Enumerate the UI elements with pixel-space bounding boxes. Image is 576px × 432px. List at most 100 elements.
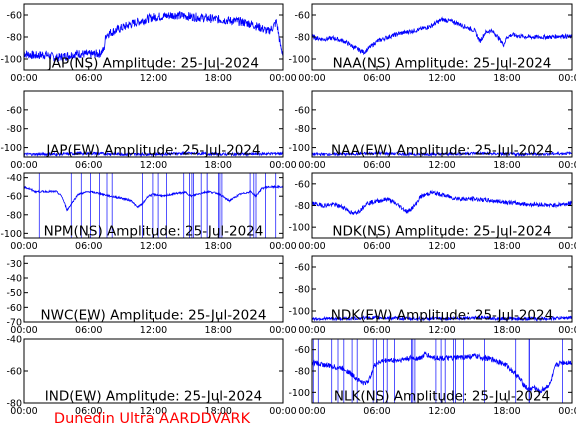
y-tick-label: -40 (6, 173, 22, 184)
panel-title: NAA(NS) Amplitude: 25-Jul-2024 (333, 56, 552, 72)
y-tick-label: -80 (6, 399, 22, 410)
x-tick-label: 00:00 (10, 325, 37, 336)
x-tick-label: 06:00 (363, 160, 390, 171)
x-tick-label: 12:00 (140, 160, 167, 171)
y-tick-label: -60 (6, 192, 22, 203)
y-tick-label: -70 (6, 318, 22, 329)
y-tick-label: -60 (294, 345, 310, 356)
y-tick-label: -100 (288, 307, 310, 318)
y-tick-label: -80 (6, 33, 22, 44)
y-tick-label: -60 (294, 105, 310, 116)
panel-3: -60 -80 -100 00:00 06:00 12:00 18:00 00:00 JAP(E… (0, 90, 297, 171)
y-tick-label: -100 (0, 143, 22, 154)
series-line (312, 16, 572, 56)
y-tick-label: -80 (294, 367, 310, 378)
x-tick-label: 18:00 (205, 241, 232, 252)
x-tick-label: 18:00 (205, 73, 232, 84)
x-tick-label: 12:00 (428, 241, 455, 252)
x-tick-label: 12:00 (140, 325, 167, 336)
y-tick-label: -80 (6, 210, 22, 221)
x-tick-label: 18:00 (205, 325, 232, 336)
x-tick-label: 00:00 (298, 241, 325, 252)
panel-8: -60 -80 -100 00:00 06:00 12:00 18:00 00:00 NDK(E… (288, 255, 576, 336)
x-tick-label: 18:00 (493, 73, 520, 84)
series-line (24, 184, 283, 212)
x-tick-label: 18:00 (493, 406, 520, 417)
x-tick-label: 06:00 (75, 73, 102, 84)
y-tick-label: -60 (6, 11, 22, 22)
y-tick-label: -100 (0, 229, 22, 240)
x-tick-label: 06:00 (363, 241, 390, 252)
y-tick-label: -40 (6, 335, 22, 346)
x-tick-label: 06:00 (75, 325, 102, 336)
x-tick-label: 00:00 (269, 160, 296, 171)
panel-6: -60 -80 -100 00:00 06:00 12:00 18:00 00:00 NDK(N… (288, 172, 576, 252)
y-tick-label: -100 (0, 55, 22, 66)
x-tick-label: 18:00 (493, 241, 520, 252)
panel-title: IND(EW) Amplitude: 25-Jul-2024 (45, 389, 263, 405)
x-tick-label: 00:00 (269, 73, 296, 84)
y-tick-label: -60 (294, 263, 310, 274)
series-spikes (38, 173, 277, 238)
panel-title: NPM(NS) Amplitude: 25-Jul-2024 (44, 224, 264, 240)
panel-title: JAP(EW) Amplitude: 25-Jul-2024 (45, 143, 260, 159)
panel-10: -60 -80 -100 00:00 06:00 12:00 18:00 00:00 NLK(N… (288, 338, 576, 417)
x-tick-label: 00:00 (10, 241, 37, 252)
x-tick-label: 00:00 (269, 241, 296, 252)
x-tick-label: 00:00 (558, 241, 576, 252)
x-tick-label: 06:00 (363, 73, 390, 84)
panel-title: NAA(EW) Amplitude: 25-Jul-2024 (331, 143, 553, 159)
y-tick-label: -60 (294, 11, 310, 22)
x-tick-label: 06:00 (75, 160, 102, 171)
series-line (312, 189, 572, 216)
y-tick-label: -40 (6, 274, 22, 285)
y-tick-label: -50 (6, 288, 22, 299)
series-line (312, 351, 572, 395)
x-tick-label: 12:00 (140, 241, 167, 252)
x-tick-label: 00:00 (298, 406, 325, 417)
x-tick-label: 00:00 (558, 325, 576, 336)
x-tick-label: 00:00 (558, 406, 576, 417)
y-tick-label: -30 (6, 259, 22, 270)
series-line (24, 11, 283, 63)
x-tick-label: 18:00 (493, 160, 520, 171)
x-tick-label: 00:00 (10, 406, 37, 417)
x-tick-label: 12:00 (428, 160, 455, 171)
footer-label: Dunedin Ultra AARDDVARK (54, 411, 251, 427)
x-tick-label: 00:00 (558, 73, 576, 84)
series-spikes (312, 339, 563, 403)
x-tick-label: 18:00 (493, 325, 520, 336)
y-tick-label: -100 (288, 223, 310, 234)
y-tick-label: -100 (288, 388, 310, 399)
panel-4: -60 -80 -100 00:00 06:00 12:00 18:00 00:00 NAA(E… (288, 90, 576, 171)
y-tick-label: -60 (6, 367, 22, 378)
x-tick-label: 00:00 (269, 325, 296, 336)
panel-title: NDK(NS) Amplitude: 25-Jul-2024 (332, 224, 551, 240)
panel-2: -60 -80 -100 00:00 06:00 12:00 18:00 00:00 NAA(N… (288, 3, 576, 84)
x-tick-label: 00:00 (298, 73, 325, 84)
y-tick-label: -60 (294, 179, 310, 190)
x-tick-label: 12:00 (140, 73, 167, 84)
y-tick-label: -80 (294, 201, 310, 212)
y-tick-label: -80 (6, 124, 22, 135)
x-tick-label: 12:00 (428, 73, 455, 84)
x-tick-label: 12:00 (428, 325, 455, 336)
x-tick-label: 12:00 (428, 406, 455, 417)
panel-title: NWC(EW) Amplitude: 25-Jul-2024 (41, 308, 267, 324)
x-tick-label: 06:00 (75, 406, 102, 417)
x-tick-label: 06:00 (363, 406, 390, 417)
panel-title: NDK(EW) Amplitude: 25-Jul-2024 (331, 308, 553, 324)
x-tick-label: 12:00 (140, 406, 167, 417)
panel-title: NLK(NS) Amplitude: 25-Jul-2024 (334, 389, 550, 405)
y-tick-label: -80 (294, 285, 310, 296)
y-tick-label: -80 (294, 124, 310, 135)
x-tick-label: 18:00 (205, 406, 232, 417)
x-tick-label: 00:00 (298, 325, 325, 336)
x-tick-label: 06:00 (75, 241, 102, 252)
y-tick-label: -100 (288, 55, 310, 66)
x-tick-label: 00:00 (269, 406, 296, 417)
